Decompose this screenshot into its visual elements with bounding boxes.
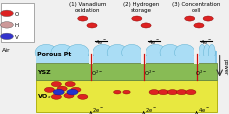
Circle shape <box>122 91 130 94</box>
Text: O$^{2-}$: O$^{2-}$ <box>143 68 155 77</box>
Text: VO$_x$: VO$_x$ <box>37 91 51 100</box>
Text: 4e$^-$: 4e$^-$ <box>147 38 159 46</box>
Text: 4e$^-$: 4e$^-$ <box>197 105 209 113</box>
Text: Porous Pt: Porous Pt <box>37 52 71 57</box>
Circle shape <box>77 17 87 22</box>
Ellipse shape <box>159 45 180 61</box>
Circle shape <box>185 90 195 95</box>
Circle shape <box>193 24 203 29</box>
Bar <box>35 80 216 112</box>
Ellipse shape <box>67 45 89 61</box>
Circle shape <box>148 90 158 95</box>
Ellipse shape <box>198 45 205 61</box>
Bar <box>145 56 194 64</box>
Circle shape <box>0 22 13 29</box>
Circle shape <box>158 90 168 95</box>
Text: O$^{2-}$: O$^{2-}$ <box>90 68 102 77</box>
Text: power: power <box>222 58 227 75</box>
Circle shape <box>0 11 13 17</box>
Text: 4e$^-$: 4e$^-$ <box>95 38 107 46</box>
Circle shape <box>202 17 212 22</box>
Bar <box>88 44 93 64</box>
Text: O$^{2-}$: O$^{2-}$ <box>194 68 206 77</box>
Ellipse shape <box>92 45 112 61</box>
Circle shape <box>113 91 120 94</box>
Circle shape <box>87 24 97 29</box>
Bar <box>198 56 214 64</box>
Text: YSZ: YSZ <box>37 69 50 74</box>
Bar <box>141 44 145 64</box>
Circle shape <box>131 17 141 22</box>
Bar <box>35 56 88 64</box>
Circle shape <box>71 88 81 93</box>
Text: 4e$^-$: 4e$^-$ <box>199 38 211 46</box>
Bar <box>35 64 216 80</box>
Bar <box>35 51 216 64</box>
Ellipse shape <box>174 45 194 61</box>
Text: H: H <box>15 23 19 28</box>
Text: 2e$^-$: 2e$^-$ <box>144 105 156 113</box>
Ellipse shape <box>35 45 57 61</box>
Ellipse shape <box>107 45 127 61</box>
Ellipse shape <box>145 45 165 61</box>
Circle shape <box>51 82 61 87</box>
Text: Air: Air <box>2 47 11 52</box>
Text: (3) Concentration
cell: (3) Concentration cell <box>172 2 220 12</box>
Circle shape <box>53 90 64 95</box>
Circle shape <box>67 90 78 95</box>
Bar <box>194 44 198 64</box>
Text: (2) Hydrogen
storage: (2) Hydrogen storage <box>123 2 159 12</box>
Circle shape <box>57 86 67 91</box>
Circle shape <box>140 24 150 29</box>
Circle shape <box>64 93 74 98</box>
Text: O: O <box>15 12 19 17</box>
Circle shape <box>176 90 186 95</box>
Circle shape <box>0 34 13 40</box>
Circle shape <box>167 90 177 95</box>
Text: 2e$^-$: 2e$^-$ <box>92 105 104 113</box>
Ellipse shape <box>51 45 73 61</box>
Circle shape <box>77 94 87 99</box>
Ellipse shape <box>207 45 214 61</box>
Bar <box>1 4 34 42</box>
Circle shape <box>184 17 194 22</box>
Circle shape <box>51 94 61 99</box>
Bar <box>93 56 141 64</box>
Ellipse shape <box>203 45 210 61</box>
Ellipse shape <box>121 45 141 61</box>
Circle shape <box>44 88 54 93</box>
Text: (1) Vanadium
oxidation: (1) Vanadium oxidation <box>68 2 106 12</box>
Circle shape <box>65 82 75 87</box>
Text: V: V <box>15 35 19 40</box>
